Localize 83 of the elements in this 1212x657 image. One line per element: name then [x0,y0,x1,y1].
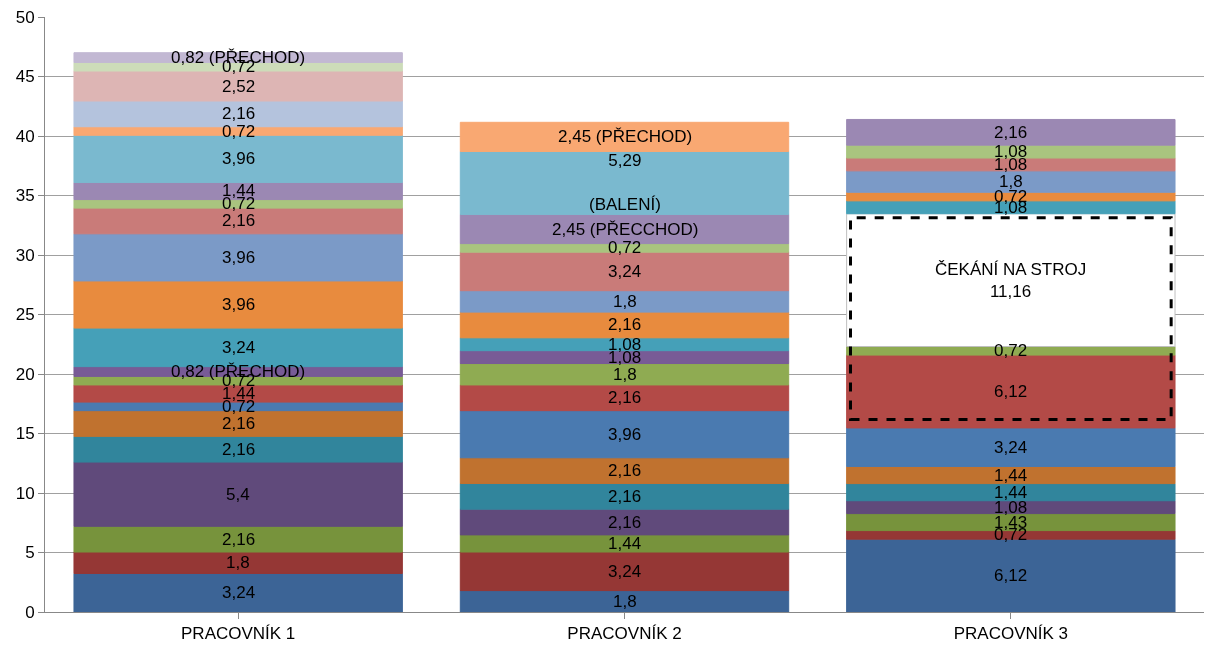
data-label: 2,16 [222,440,256,459]
data-label: 3,24 [608,562,642,581]
data-label: 2,52 [222,77,256,96]
y-tick-label: 30 [15,245,35,265]
bar [846,157,1176,172]
bar [459,482,790,510]
bar [459,457,790,484]
data-label: 2,16 [608,315,642,334]
bar [846,500,1176,515]
data-label: 0,72 [608,238,642,257]
data-label: 2,45 (PŘECHOD) [558,127,693,146]
y-tick-label: 35 [15,186,35,206]
bar [459,363,790,386]
data-label: ČEKÁNÍ NA STROJ 11,16 [935,260,1087,302]
data-label: 1,44 [994,466,1028,485]
y-tick-label: 25 [15,305,35,325]
bar [459,508,790,536]
data-label: 2,16 [222,211,256,230]
data-label: 0,72 [994,341,1028,360]
data-label: 2,16 [222,530,256,549]
bar [846,483,1176,502]
bar [73,525,403,553]
bar [73,280,403,329]
bar [459,243,790,253]
bar [73,199,403,209]
data-label: 3,24 [608,262,642,281]
bar [73,551,403,574]
data-label: 2,16 [608,461,642,480]
x-tick-label: PRACOVNÍK 1 [181,624,296,644]
bar [459,410,790,459]
bar [73,435,403,463]
y-tick-label: 0 [25,602,35,622]
y-tick-label: 20 [15,364,35,384]
text: 5,29 (BALENÍ) [589,151,661,215]
bar [459,534,790,553]
y-tick-label: 50 [15,7,35,27]
data-label: 3,24 [994,438,1028,457]
data-label: 3,24 [222,583,256,602]
data-label: 2,16 [994,123,1028,142]
bar [846,465,1176,485]
data-label: 5,4 [226,485,250,504]
data-label: 3,96 [222,295,256,314]
data-label: 2,16 [608,487,642,506]
bar [846,118,1176,146]
y-tick-label: 15 [15,424,35,444]
data-label: 1,8 [999,172,1023,191]
data-label: 0,72 [222,122,256,141]
data-label: 3,96 [222,248,256,267]
data-label: 2,45 (PŘECCHOD) [552,220,699,239]
y-tick-label: 10 [15,483,35,503]
bar [459,311,790,339]
bar [459,384,790,412]
y-tick-label: 5 [25,543,35,563]
data-label: 2,16 [608,513,642,532]
bar [846,427,1176,467]
data-label: 3,96 [222,149,256,168]
data-label: 1,8 [613,292,637,311]
data-label: 1,8 [226,553,250,572]
data-label: 1,8 [613,365,637,384]
x-tick-label: PRACOVNÍK 2 [567,624,682,644]
bar [846,144,1176,159]
bar [73,572,403,612]
data-label: 6,12 [994,566,1028,585]
bar [459,121,790,152]
y-tick-label: 40 [15,126,35,146]
data-label: 6,12 [994,382,1028,401]
data-label: 2,16 [222,414,256,433]
bar [459,290,790,313]
bar [846,191,1176,202]
bar [459,551,790,592]
y-tick-label: 45 [15,67,35,87]
data-label: 3,24 [222,338,256,357]
bar [73,461,403,527]
bar [846,530,1176,540]
bar [73,233,403,282]
data-label: 2,16 [222,104,256,123]
data-label: 1,44 [608,534,642,553]
data-label: 3,96 [608,425,642,444]
x-tick-label: PRACOVNÍK 3 [953,624,1068,644]
bar [459,590,790,612]
data-label: 2,16 [608,388,642,407]
data-label: 1,8 [613,592,637,611]
bar [459,150,790,215]
